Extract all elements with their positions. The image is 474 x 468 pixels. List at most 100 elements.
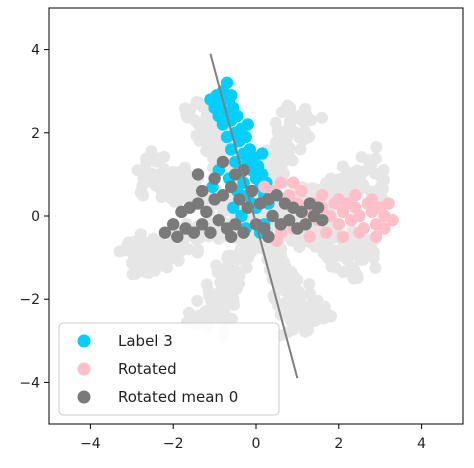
background-point — [219, 285, 232, 298]
background-point — [274, 270, 287, 283]
background-point — [286, 291, 299, 304]
data-point — [195, 184, 209, 198]
y-tick-label: 4 — [31, 43, 40, 59]
data-point — [158, 226, 172, 239]
background-point — [174, 167, 187, 180]
background-point — [240, 261, 253, 274]
data-point — [187, 226, 201, 239]
background-point — [324, 248, 337, 261]
y-tick-label: −4 — [19, 375, 40, 391]
legend-label: Label 3 — [118, 332, 173, 350]
axis-ticks: −4 −2 0 2 4 −4 −2 0 2 4 — [19, 43, 426, 452]
x-tick-label: 2 — [334, 436, 343, 452]
background-point — [134, 228, 147, 241]
background-point — [138, 167, 151, 180]
data-point — [311, 201, 325, 214]
data-point — [316, 189, 329, 202]
background-point — [157, 250, 170, 263]
background-point — [269, 136, 282, 149]
data-point — [316, 213, 329, 227]
background-point — [351, 271, 364, 284]
background-point — [182, 243, 195, 256]
y-tick-label: 2 — [31, 126, 40, 142]
background-point — [200, 109, 213, 122]
background-point — [158, 163, 171, 176]
background-point — [146, 238, 159, 251]
data-point — [224, 89, 238, 102]
y-tick-label: 0 — [31, 209, 40, 225]
direction-line-segment — [209, 53, 299, 379]
background-point — [369, 261, 382, 274]
background-point — [287, 269, 300, 282]
data-point — [378, 222, 391, 235]
legend: Label 3 Rotated Rotated mean 0 — [58, 322, 280, 416]
series-2 — [158, 155, 329, 243]
data-point — [353, 209, 366, 223]
x-tick-label: 0 — [252, 436, 261, 452]
data-point — [216, 189, 230, 202]
background-point — [177, 184, 190, 197]
background-point — [199, 305, 212, 318]
data-point — [200, 205, 213, 219]
data-point — [262, 230, 275, 243]
background-point — [336, 160, 349, 173]
scatter-series — [158, 76, 399, 248]
background-point — [337, 265, 350, 278]
background-point — [285, 306, 298, 319]
background-point — [209, 308, 222, 321]
data-point — [303, 230, 317, 243]
data-point — [224, 180, 238, 194]
background-point — [191, 246, 204, 259]
background-point — [346, 262, 359, 275]
data-point — [287, 176, 300, 189]
data-point — [212, 213, 225, 227]
background-point — [357, 253, 370, 266]
data-point — [195, 218, 209, 231]
direction-line — [209, 53, 299, 379]
background-point — [122, 236, 135, 249]
background-point — [134, 186, 147, 199]
data-point — [204, 226, 217, 239]
data-point — [369, 230, 383, 243]
data-point — [320, 226, 333, 239]
background-point — [132, 248, 145, 261]
background-point — [154, 174, 167, 187]
data-point — [274, 176, 288, 189]
background-point — [334, 249, 347, 262]
background-point — [299, 325, 312, 338]
data-point — [191, 168, 205, 181]
data-point — [349, 189, 362, 202]
data-point — [336, 230, 350, 243]
background-point — [152, 152, 165, 165]
legend-box — [58, 322, 280, 416]
background-point — [200, 278, 213, 291]
data-point — [299, 218, 312, 231]
data-point — [216, 155, 230, 169]
data-point — [191, 197, 205, 210]
legend-label: Rotated mean 0 — [118, 388, 238, 406]
legend-marker — [77, 362, 91, 376]
background-point — [333, 172, 346, 185]
x-tick-label: −4 — [80, 436, 101, 452]
background-point — [305, 114, 318, 127]
data-point — [332, 218, 345, 231]
data-point — [270, 189, 283, 202]
legend-label: Rotated — [118, 360, 177, 378]
data-point — [231, 109, 244, 123]
data-point — [171, 230, 184, 243]
background-point — [213, 141, 226, 154]
background-point — [306, 182, 319, 195]
y-tick-label: −2 — [19, 292, 40, 308]
background-point — [315, 111, 328, 124]
data-point — [241, 118, 254, 131]
background-point — [361, 153, 374, 166]
background-point — [190, 129, 203, 142]
data-point — [256, 147, 269, 160]
data-point — [229, 218, 242, 231]
background-point — [271, 155, 284, 168]
data-point — [353, 226, 366, 239]
data-point — [295, 184, 308, 198]
data-point — [167, 218, 180, 231]
background-point — [303, 278, 316, 291]
background-point — [283, 115, 296, 128]
